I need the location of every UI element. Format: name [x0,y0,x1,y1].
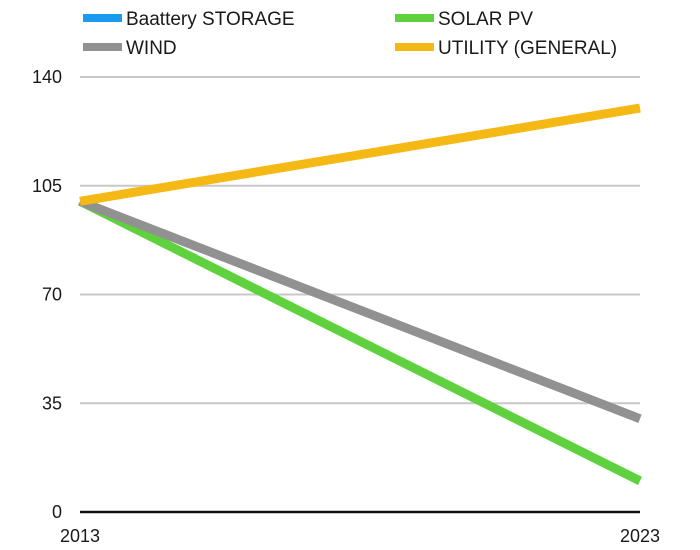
legend-item: SOLAR PV [395,9,533,30]
y-tick-label: 35 [42,393,62,413]
x-tick-label: 2013 [60,526,100,546]
series-lines [77,103,643,485]
legend-label: SOLAR PV [438,9,533,30]
series-line-utility-general [79,103,641,206]
legend: Baattery STORAGE SOLAR PV WIND UTILITY (GEN… [83,9,617,59]
series-line-wind [78,197,642,423]
x-tick-label: 2023 [620,526,660,546]
legend-label: WIND [126,38,177,59]
y-tick-label: 70 [42,285,62,305]
y-tick-label: 0 [52,502,62,522]
y-tick-label: 140 [32,67,62,87]
legend-swatch [83,14,122,22]
legend-swatch [83,43,122,51]
legend-item: WIND [83,38,177,59]
legend-swatch [395,14,434,22]
x-axis-ticks: 2013 2023 [60,526,660,546]
legend-label: Baattery STORAGE [126,9,295,30]
series-line-solar-pv [77,197,643,485]
y-axis-ticks: 0 35 70 105 140 [32,67,62,522]
y-tick-label: 105 [32,176,62,196]
legend-label: UTILITY (GENERAL) [438,38,617,59]
legend-item: Baattery STORAGE [83,9,295,30]
legend-swatch [395,43,434,51]
legend-item: UTILITY (GENERAL) [395,38,617,59]
